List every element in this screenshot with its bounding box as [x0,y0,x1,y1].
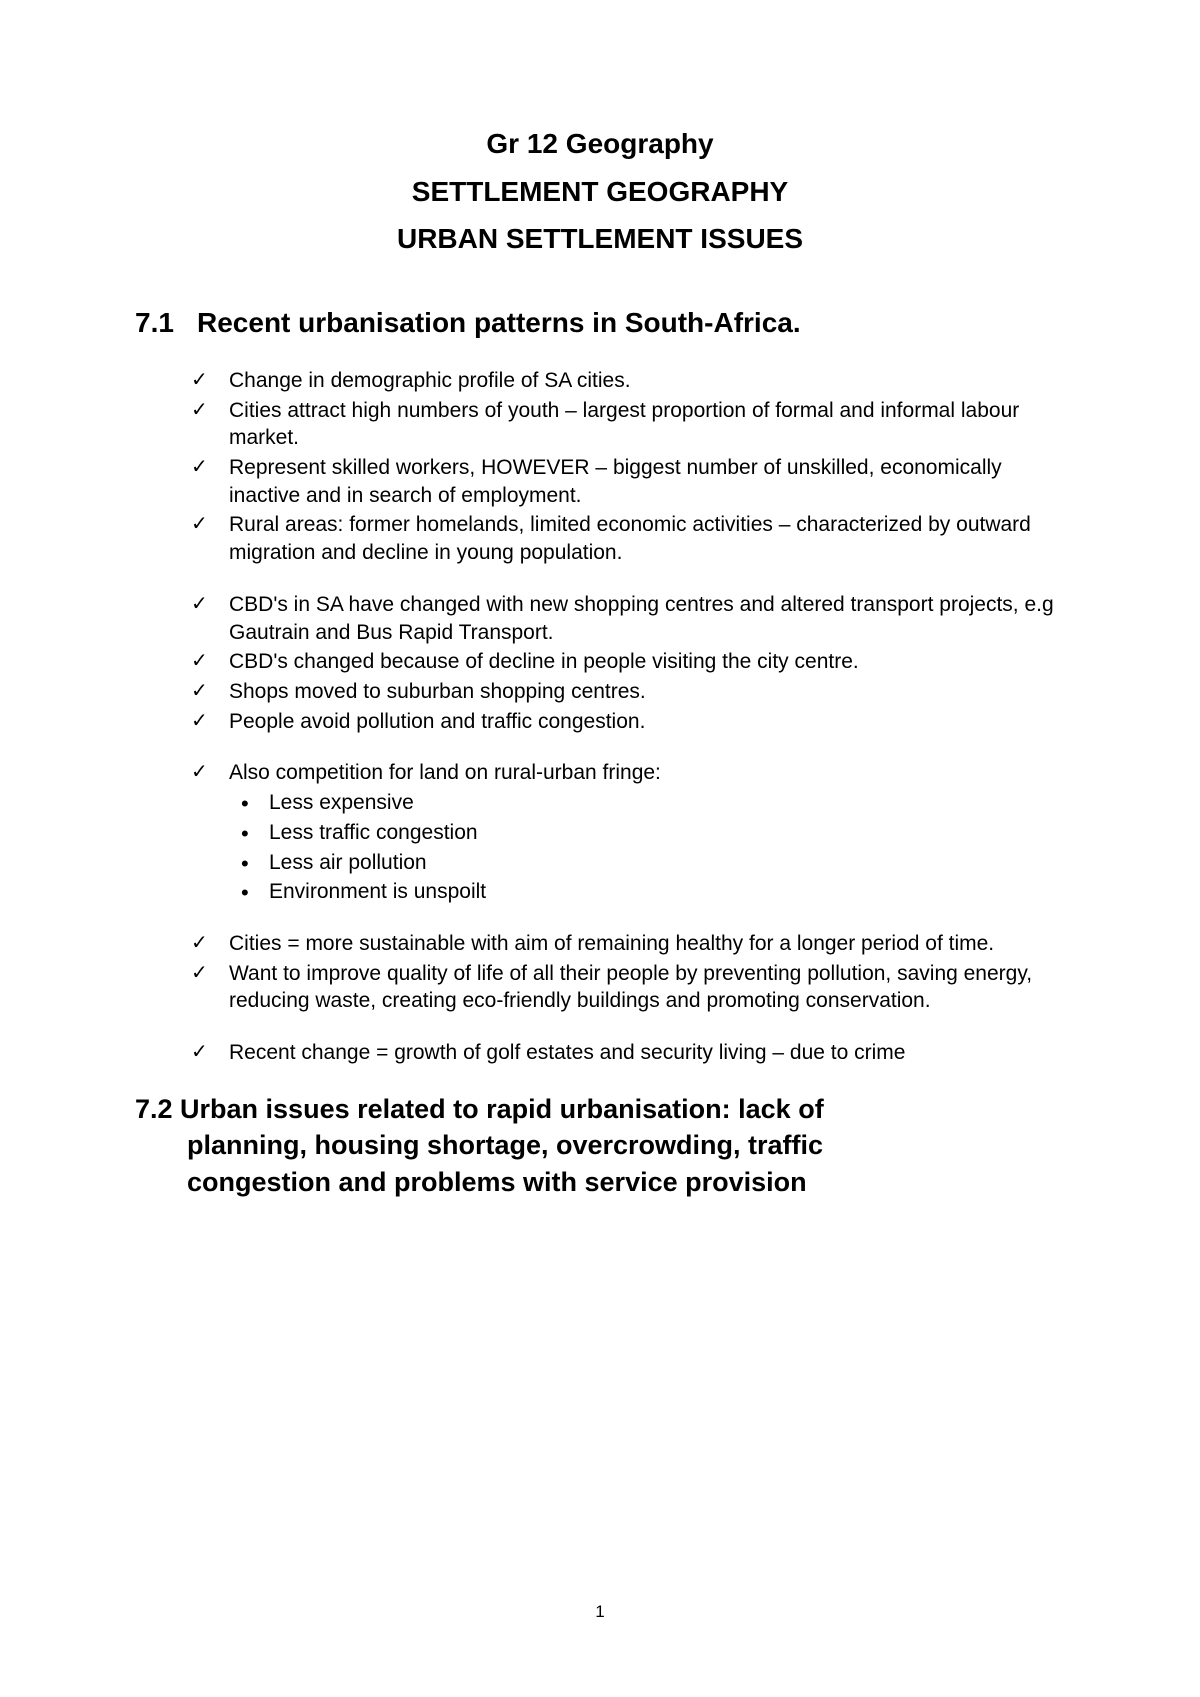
list-item: CBD's changed because of decline in peop… [191,648,1065,676]
list-item: Recent change = growth of golf estates a… [191,1039,1065,1067]
heading-line-3: congestion and problems with service pro… [135,1164,1065,1200]
list-item: Shops moved to suburban shopping centres… [191,678,1065,706]
title-line-1: Gr 12 Geography [135,120,1065,168]
list-item: Cities attract high numbers of youth – l… [191,397,1065,452]
check-list-group-5: Recent change = growth of golf estates a… [191,1039,1065,1067]
title-line-2: SETTLEMENT GEOGRAPHY [135,168,1065,216]
list-item: Environment is unspoilt [241,878,1065,906]
section-number: 7.1 [135,307,197,339]
list-item: Also competition for land on rural-urban… [191,759,1065,787]
section-7-2-heading: 7.2 Urban issues related to rapid urbani… [135,1091,1065,1200]
bullet-list-fringe: Less expensive Less traffic congestion L… [241,789,1065,906]
list-item: Want to improve quality of life of all t… [191,960,1065,1015]
page-number: 1 [0,1602,1200,1622]
list-item: CBD's in SA have changed with new shoppi… [191,591,1065,646]
list-item: Less expensive [241,789,1065,817]
section-7-1-heading: 7.1 Recent urbanisation patterns in Sout… [135,307,1065,339]
list-item: Less traffic congestion [241,819,1065,847]
section-title: Recent urbanisation patterns in South-Af… [197,307,1065,339]
check-list-group-2: CBD's in SA have changed with new shoppi… [191,591,1065,736]
list-item: Cities = more sustainable with aim of re… [191,930,1065,958]
check-list-group-3: Also competition for land on rural-urban… [191,759,1065,787]
list-item: Less air pollution [241,849,1065,877]
heading-line-2: planning, housing shortage, overcrowding… [135,1127,1065,1163]
title-line-3: URBAN SETTLEMENT ISSUES [135,215,1065,263]
list-item: Rural areas: former homelands, limited e… [191,511,1065,566]
check-list-group-4: Cities = more sustainable with aim of re… [191,930,1065,1015]
check-list-group-1: Change in demographic profile of SA citi… [191,367,1065,567]
list-item: Change in demographic profile of SA citi… [191,367,1065,395]
heading-line-1: 7.2 Urban issues related to rapid urbani… [135,1094,824,1124]
document-title-block: Gr 12 Geography SETTLEMENT GEOGRAPHY URB… [135,120,1065,263]
list-item: Represent skilled workers, HOWEVER – big… [191,454,1065,509]
list-item: People avoid pollution and traffic conge… [191,708,1065,736]
